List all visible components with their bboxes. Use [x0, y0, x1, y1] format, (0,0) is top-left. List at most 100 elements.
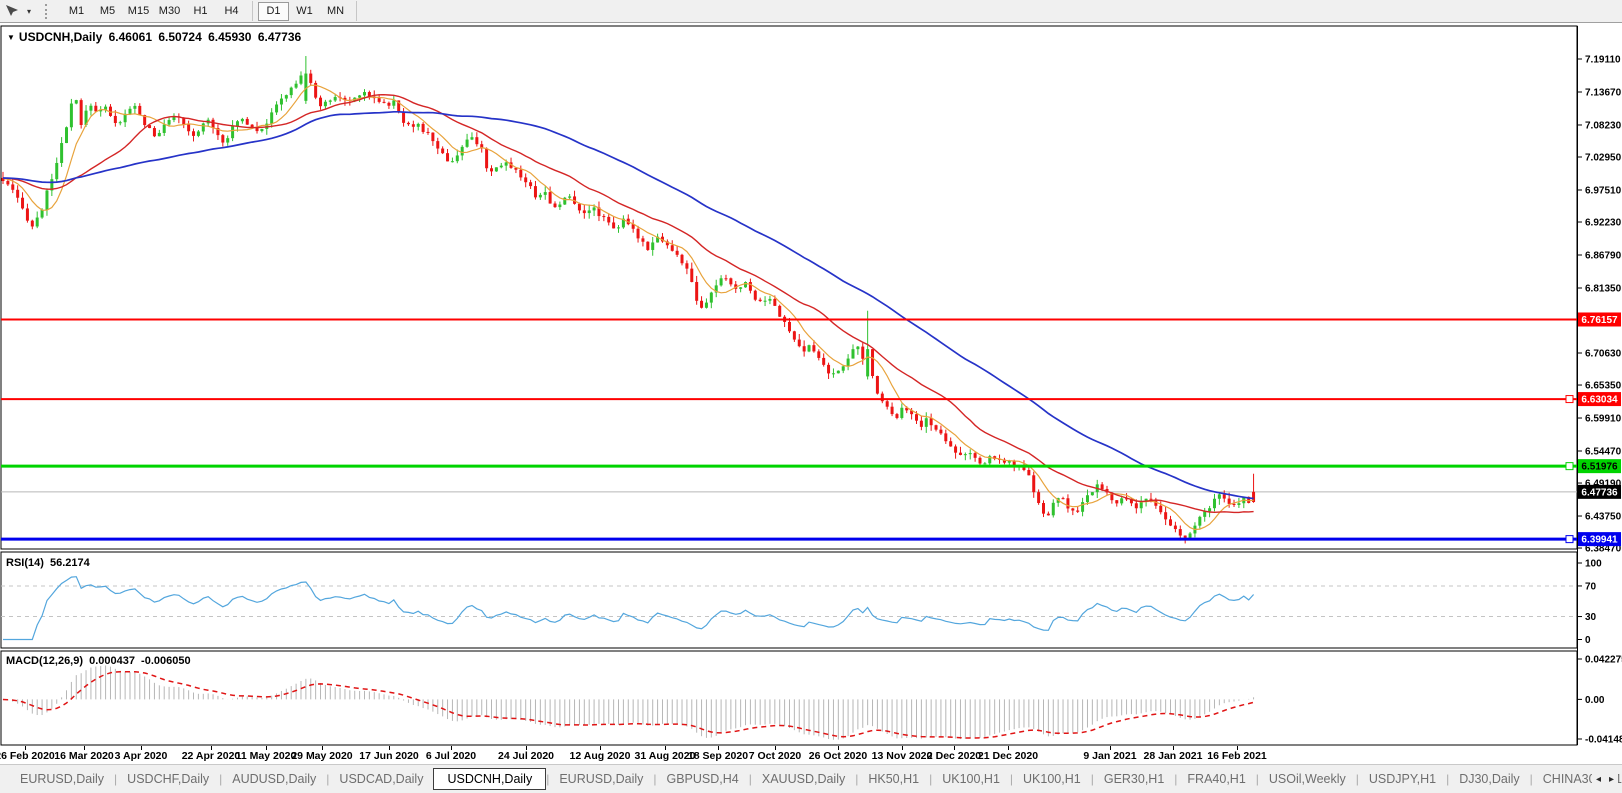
- tab-uk100-h1[interactable]: UK100,H1: [942, 772, 1000, 786]
- tab-usdcad-daily[interactable]: USDCAD,Daily: [339, 772, 424, 786]
- tab-gbpusd-h4[interactable]: GBPUSD,H4: [666, 772, 739, 786]
- date-tick-mark: [665, 746, 666, 750]
- price-tick-label: 6.86790: [1585, 251, 1622, 262]
- macd-axis-labels: 0.042275 0.00 -0.04148: [1577, 655, 1622, 745]
- timeframe-m5-button[interactable]: M5: [92, 2, 123, 21]
- tab-usdchf-daily[interactable]: USDCHF,Daily: [127, 772, 210, 786]
- horizontal-level-lines[interactable]: 6.76157 6.63034 6.51976 6.39941: [1, 312, 1621, 547]
- toolbar-grip[interactable]: [45, 3, 49, 19]
- price-axis-ticks: 7.19110 7.13670 7.08230 7.02950 6.97510 6.922…: [1577, 55, 1622, 555]
- ohlc-high: 6.50724: [158, 30, 202, 44]
- level-price-label: 6.76157: [1581, 315, 1618, 326]
- crosshair-tool-icon[interactable]: [3, 3, 21, 19]
- tab-ger30-h1[interactable]: GER30,H1: [1103, 772, 1165, 786]
- price-tick-label: 6.70630: [1585, 349, 1622, 360]
- rsi-tick-label: 30: [1585, 612, 1597, 623]
- rsi-tick-label: 100: [1585, 559, 1602, 570]
- date-tick-mark: [25, 746, 26, 750]
- date-tick-label: 28 Jan 2021: [1143, 750, 1203, 762]
- rsi-name: RSI(14): [6, 557, 44, 569]
- tab-xauusd-daily[interactable]: XAUUSD,Daily: [761, 772, 846, 786]
- price-tick-label: 6.59910: [1585, 414, 1622, 425]
- tab-scroll-arrows: ◂ ▸: [1591, 765, 1618, 793]
- tab-separator: |: [653, 772, 657, 786]
- tab-usdjpy-h1[interactable]: USDJPY,H1: [1368, 772, 1437, 786]
- tab-hk50-h1[interactable]: HK50,H1: [868, 772, 920, 786]
- tab-fra40-h1[interactable]: FRA40,H1: [1187, 772, 1246, 786]
- price-tick-label: 7.08230: [1585, 120, 1622, 131]
- date-tick-label: 12 Aug 2020: [569, 750, 631, 762]
- tab-audusd-daily[interactable]: AUDUSD,Daily: [232, 772, 317, 786]
- date-tick-mark: [775, 746, 776, 750]
- tab-usdcnh-daily[interactable]: USDCNH,Daily: [433, 768, 547, 790]
- tab-separator: |: [855, 772, 859, 786]
- macd-main-value: 0.000437: [89, 655, 135, 667]
- date-tick-label: 31 Aug 2020: [634, 750, 696, 762]
- rsi-line: [3, 576, 1255, 641]
- rsi-levels: [1, 585, 1577, 618]
- timeframe-d1-button[interactable]: D1: [258, 1, 289, 21]
- macd-signal-value: -0.006050: [141, 655, 191, 667]
- date-tick-mark: [322, 746, 323, 750]
- date-tick-label: 13 Nov 2020: [871, 750, 933, 762]
- timeframe-mn-button[interactable]: MN: [320, 2, 351, 21]
- price-tick-label: 7.02950: [1585, 153, 1622, 164]
- chart-symbol-label: USDCNH,Daily: [18, 30, 103, 44]
- date-tick-label: 26 Oct 2020: [808, 750, 868, 762]
- tab-separator: |: [1009, 772, 1014, 786]
- macd-name: MACD(12,26,9): [6, 655, 84, 667]
- price-tick-label: 6.97510: [1585, 185, 1622, 196]
- rsi-value: 56.2174: [49, 557, 90, 569]
- tab-separator: |: [1446, 772, 1450, 786]
- collapse-triangle-icon[interactable]: ▼: [7, 33, 15, 42]
- price-tick-label: 6.54470: [1585, 447, 1622, 458]
- date-tick-label: 16 Mar 2020: [54, 750, 114, 762]
- date-tick-mark: [718, 746, 719, 750]
- date-tick-label: 29 May 2020: [291, 750, 353, 762]
- tab-eurusd-daily[interactable]: EURUSD,Daily: [559, 772, 644, 786]
- date-tick-mark: [1237, 746, 1238, 750]
- tab-separator: |: [748, 772, 752, 786]
- date-tick-mark: [1110, 746, 1111, 750]
- date-axis: 26 Feb 2020 16 Mar 2020 3 Apr 2020 22 Apr 2…: [0, 746, 1622, 764]
- tab-separator: |: [326, 772, 330, 786]
- macd-tick-label: 0.00: [1585, 695, 1605, 706]
- ohlc-close: 6.47736: [257, 30, 302, 44]
- tab-scroll-right-icon[interactable]: ▸: [1608, 774, 1614, 785]
- tab-separator: |: [546, 772, 550, 786]
- timeframe-h1-button[interactable]: H1: [185, 2, 216, 21]
- timeframe-m15-button[interactable]: M15: [123, 2, 154, 21]
- toolbar-separator: [356, 1, 357, 21]
- tab-dj30-daily[interactable]: DJ30,Daily: [1459, 772, 1520, 786]
- dropdown-caret-icon[interactable]: ▾: [26, 6, 31, 16]
- tab-separator: |: [1090, 772, 1094, 786]
- tab-separator: |: [219, 772, 223, 786]
- ohlc-open: 6.46061: [108, 30, 153, 44]
- date-tick-mark: [600, 746, 601, 750]
- date-tick-label: 21 Dec 2020: [977, 750, 1039, 762]
- chart-canvas[interactable]: 7.19110 7.13670 7.08230 7.02950 6.97510 6.922…: [0, 24, 1622, 746]
- date-tick-label: 17 Jun 2020: [359, 750, 419, 762]
- date-tick-label: 2 Dec 2020: [926, 750, 982, 762]
- tab-eurusd-daily[interactable]: EURUSD,Daily: [20, 772, 105, 786]
- level-price-label: 6.63034: [1581, 395, 1618, 406]
- timeframe-m30-button[interactable]: M30: [154, 2, 185, 21]
- tab-scroll-left-icon[interactable]: ◂: [1595, 774, 1601, 785]
- timeframe-m1-button[interactable]: M1: [61, 2, 92, 21]
- date-tick-label: 24 Jul 2020: [497, 750, 555, 762]
- timeframe-h4-button[interactable]: H4: [216, 2, 247, 21]
- date-tick-mark: [211, 746, 212, 750]
- tab-usoil-weekly[interactable]: USOil,Weekly: [1268, 772, 1346, 786]
- timeframe-w1-button[interactable]: W1: [289, 2, 320, 21]
- tab-separator: |: [1529, 772, 1533, 786]
- chart-window[interactable]: 7.19110 7.13670 7.08230 7.02950 6.97510 6.922…: [0, 24, 1622, 746]
- macd-tick-label: 0.042275: [1585, 655, 1622, 666]
- price-tick-label: 6.38470: [1585, 544, 1622, 555]
- tab-uk100-h1[interactable]: UK100,H1: [1023, 772, 1081, 786]
- tab-separator: |: [114, 772, 118, 786]
- rsi-tick-label: 0: [1585, 635, 1591, 646]
- date-tick-label: 18 Sep 2020: [687, 750, 749, 762]
- date-tick-label: 22 Apr 2020: [181, 750, 241, 762]
- rsi-axis-labels: 100 70 30 0: [1577, 559, 1602, 646]
